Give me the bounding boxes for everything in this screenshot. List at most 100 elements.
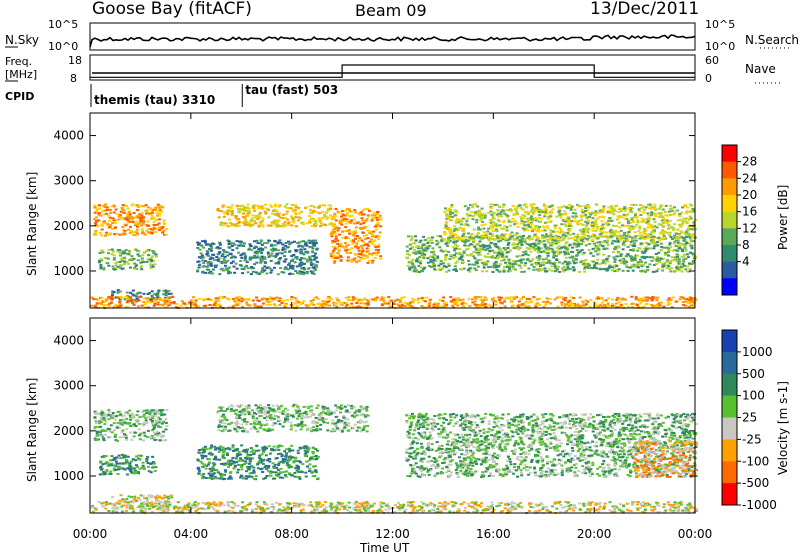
- power-cell: [546, 254, 550, 257]
- power-cell: [300, 261, 304, 264]
- power-cell: [226, 239, 230, 242]
- power-cell: [565, 263, 569, 266]
- power-cell: [105, 208, 109, 211]
- power-cell: [684, 212, 688, 215]
- power-cell: [119, 258, 123, 261]
- power-cell: [684, 204, 688, 207]
- power-cell: [556, 235, 560, 238]
- power-cell: [461, 298, 465, 301]
- velocity-cell: [102, 439, 106, 442]
- velocity-cell: [137, 422, 141, 425]
- power-cell: [374, 215, 378, 218]
- power-cell: [359, 257, 363, 260]
- power-cell: [691, 208, 695, 211]
- power-cell: [293, 302, 297, 305]
- power-cell: [229, 209, 233, 212]
- power-cell: [584, 259, 588, 261]
- power-cell: [355, 221, 359, 224]
- power-cell: [362, 257, 366, 260]
- power-cell: [482, 231, 486, 234]
- power-cell: [209, 263, 213, 266]
- power-cell: [231, 204, 235, 207]
- power-cell: [578, 250, 582, 253]
- power-cell: [527, 243, 531, 246]
- power-cell: [278, 304, 282, 307]
- power-cell: [255, 296, 259, 299]
- power-cell: [558, 215, 562, 218]
- power-cell: [647, 234, 651, 237]
- power-cell: [151, 209, 155, 212]
- power-cell: [481, 244, 485, 247]
- power-cell: [352, 240, 356, 243]
- power-cell: [321, 210, 325, 213]
- power-cell: [607, 267, 611, 270]
- power-cell: [533, 217, 537, 219]
- power-cell: [638, 237, 642, 240]
- power-cell: [265, 303, 269, 306]
- power-cell: [289, 260, 293, 263]
- power-cell: [605, 247, 609, 250]
- power-cell: [489, 210, 493, 213]
- power-cell: [364, 220, 368, 223]
- power-cell: [485, 270, 489, 273]
- freq-label-2: [MHz]: [5, 68, 37, 81]
- power-cell: [284, 266, 288, 269]
- power-cell: [551, 262, 554, 265]
- power-cell: [261, 248, 265, 250]
- power-cell: [255, 250, 259, 253]
- power-cell: [333, 215, 337, 218]
- power-cell: [338, 222, 342, 225]
- power-cell: [517, 241, 521, 244]
- power-cell: [354, 211, 358, 214]
- power-cell: [431, 251, 435, 254]
- power-cell: [315, 223, 318, 226]
- power-cell: [376, 245, 380, 248]
- power-cell: [692, 210, 696, 213]
- power-cell: [521, 258, 525, 261]
- velocity-cell: [162, 420, 166, 423]
- power-cell: [370, 214, 374, 217]
- power-cell: [680, 248, 684, 251]
- power-cell: [465, 254, 469, 257]
- power-cell: [561, 268, 565, 270]
- power-cell: [626, 238, 629, 241]
- power-cell: [358, 213, 362, 216]
- power-cell: [494, 251, 498, 254]
- power-cell: [562, 205, 566, 208]
- power-cell: [369, 231, 373, 234]
- power-cell: [430, 251, 434, 254]
- power-cell: [135, 215, 139, 218]
- velocity-cell: [135, 465, 139, 468]
- power-cell: [444, 302, 448, 304]
- power-cell: [530, 301, 534, 304]
- power-cell: [318, 204, 322, 207]
- power-cell: [500, 260, 504, 262]
- power-cell: [688, 242, 692, 245]
- power-cell: [562, 213, 566, 216]
- power-cell: [408, 267, 411, 270]
- power-cell: [93, 222, 97, 225]
- power-cell: [666, 251, 670, 254]
- power-cell: [596, 241, 600, 244]
- power-cell: [600, 215, 604, 218]
- power-cell: [150, 214, 154, 217]
- power-cell: [266, 224, 270, 227]
- power-cell: [507, 258, 511, 261]
- power-cell: [689, 304, 693, 307]
- power-cell: [626, 254, 630, 257]
- power-cell: [553, 224, 557, 227]
- power-cell: [617, 246, 621, 249]
- power-cell: [621, 248, 625, 251]
- power-cell: [264, 203, 268, 206]
- power-cell: [557, 241, 561, 243]
- power-cell: [623, 217, 627, 220]
- power-cell: [355, 242, 359, 245]
- power-cell: [102, 209, 106, 212]
- power-cell: [305, 222, 309, 225]
- velocity-cell: [143, 422, 146, 424]
- velocity-cell: [152, 436, 156, 439]
- power-cell: [355, 302, 359, 304]
- power-cell: [478, 211, 482, 214]
- power-cell: [336, 242, 340, 245]
- velocity-cell: [161, 501, 165, 504]
